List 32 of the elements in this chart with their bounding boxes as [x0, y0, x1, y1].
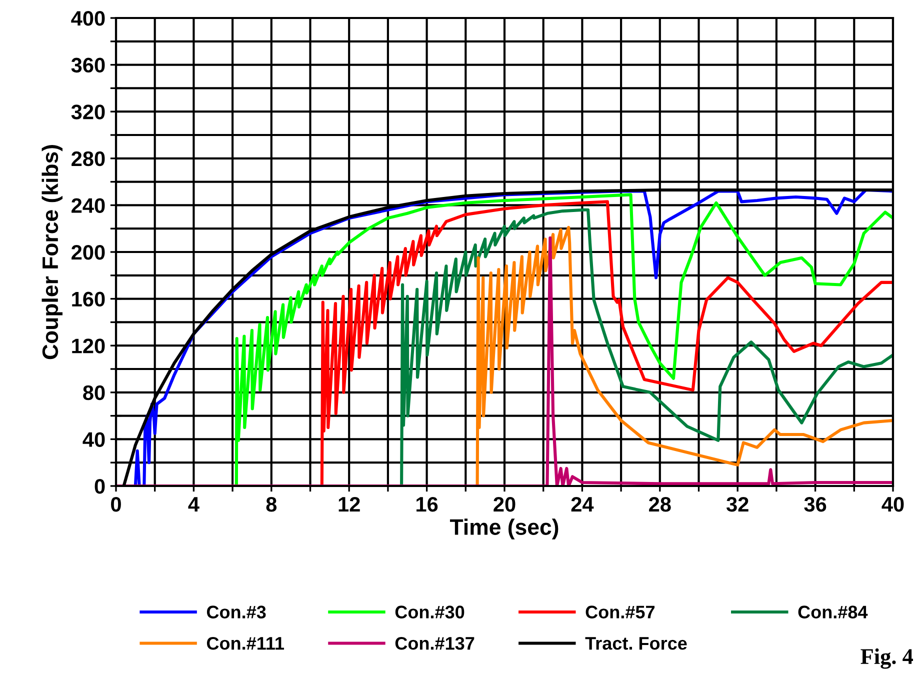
x-tick-label: 28 — [649, 496, 671, 512]
legend-label: Con.#30 — [395, 606, 464, 618]
caption: Fig. 4 — [860, 648, 913, 669]
x-tick-label: 8 — [266, 496, 277, 512]
x-tick-label: 0 — [111, 496, 121, 512]
legend-label: Con.#84 — [798, 606, 868, 618]
x-tick-label: 40 — [882, 496, 904, 512]
y-tick-label: 360 — [71, 58, 105, 73]
y-tick-label: 160 — [72, 292, 105, 307]
legend-label: Con.#57 — [586, 606, 654, 618]
y-tick-label: 120 — [72, 338, 105, 354]
x-tick-label: 32 — [726, 496, 748, 512]
x-tick-label: 4 — [188, 497, 200, 512]
x-tick-label: 16 — [416, 496, 438, 512]
y-axis-title: Coupler Force (kibs) — [42, 145, 62, 360]
y-tick-label: 320 — [71, 104, 105, 120]
y-tick-label: 0 — [94, 479, 105, 494]
y-tick-label: 80 — [83, 385, 105, 400]
legend-label: Tract. Force — [585, 637, 687, 650]
x-tick-label: 20 — [494, 496, 516, 512]
legend-label: Con.#111 — [206, 636, 284, 650]
x-tick-label: 36 — [804, 496, 826, 512]
x-axis-title: Time (sec) — [450, 518, 558, 540]
x-tick-label: 24 — [571, 496, 594, 512]
y-tick-label: 40 — [82, 432, 105, 447]
legend-label: Con.#137 — [395, 636, 474, 650]
legend-label: Con.#3 — [206, 606, 266, 618]
x-tick-label: 12 — [338, 496, 360, 512]
y-tick-label: 400 — [71, 11, 105, 26]
y-tick-label: 280 — [72, 151, 105, 166]
y-tick-label: 240 — [72, 198, 105, 213]
y-tick-label: 200 — [72, 245, 105, 260]
